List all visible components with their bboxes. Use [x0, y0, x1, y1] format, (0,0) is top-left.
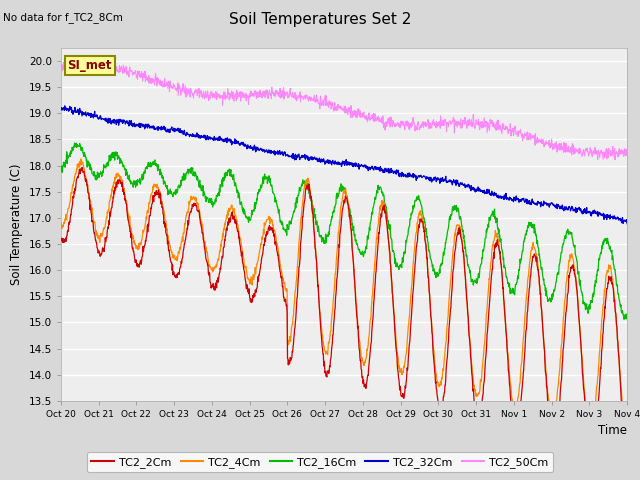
Text: No data for f_TC2_8Cm: No data for f_TC2_8Cm: [3, 12, 123, 23]
Text: SI_met: SI_met: [68, 59, 112, 72]
X-axis label: Time: Time: [598, 424, 627, 437]
Y-axis label: Soil Temperature (C): Soil Temperature (C): [10, 164, 23, 285]
Text: Soil Temperatures Set 2: Soil Temperatures Set 2: [229, 12, 411, 27]
Legend: TC2_2Cm, TC2_4Cm, TC2_16Cm, TC2_32Cm, TC2_50Cm: TC2_2Cm, TC2_4Cm, TC2_16Cm, TC2_32Cm, TC…: [87, 452, 553, 472]
